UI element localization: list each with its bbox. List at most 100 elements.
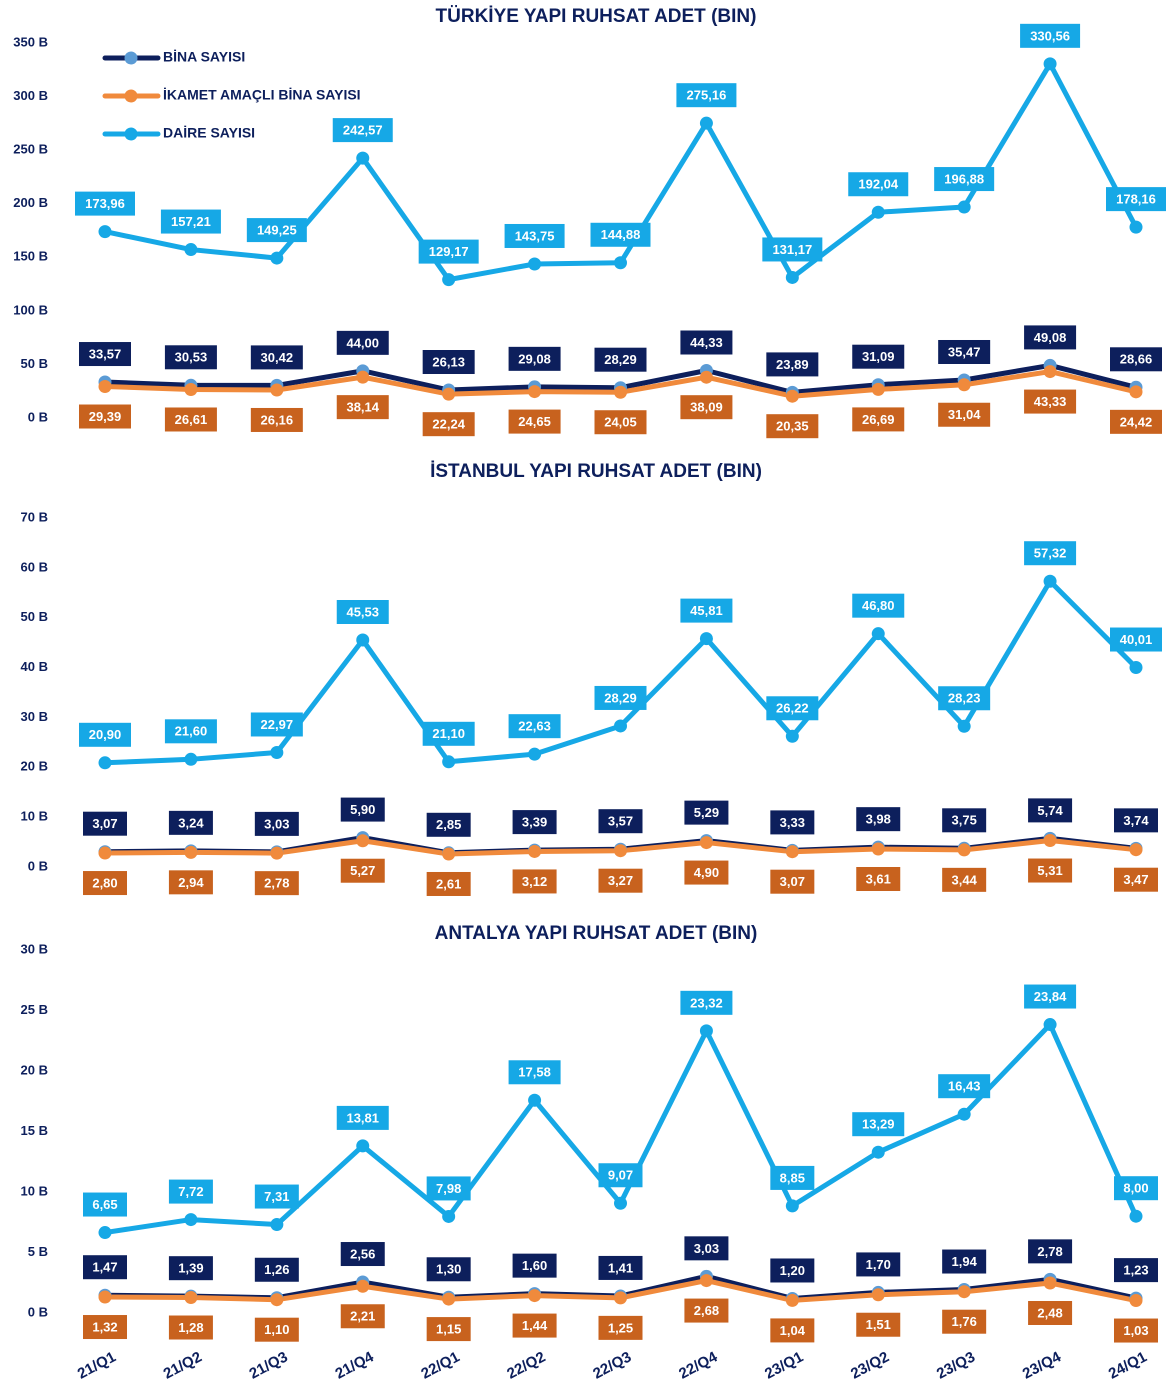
data-label-box xyxy=(250,345,303,370)
data-point xyxy=(98,1226,112,1240)
data-label-box xyxy=(508,409,561,434)
data-label: 5,90 xyxy=(350,802,375,817)
y-tick-label: 15 B xyxy=(21,1123,48,1138)
data-label-box xyxy=(246,218,307,243)
data-label-box xyxy=(852,1112,905,1137)
data-label: 2,80 xyxy=(92,875,117,890)
data-point xyxy=(871,627,885,641)
data-label: 20,90 xyxy=(89,727,122,742)
y-tick-label: 40 B xyxy=(21,659,48,674)
data-label-box xyxy=(422,350,475,375)
data-label: 33,57 xyxy=(89,346,122,361)
data-label-box xyxy=(938,339,991,364)
data-label: 3,47 xyxy=(1123,872,1148,887)
data-label: 23,89 xyxy=(776,357,809,372)
data-label-box xyxy=(164,719,217,744)
data-point xyxy=(528,1289,542,1303)
data-label: 21,60 xyxy=(175,724,208,739)
data-label-box xyxy=(684,860,729,885)
data-point xyxy=(442,847,456,861)
data-label: 31,09 xyxy=(862,349,895,364)
data-label: 1,26 xyxy=(264,1262,289,1277)
y-tick-label: 30 B xyxy=(21,709,48,724)
data-point xyxy=(356,151,370,165)
data-label: 5,29 xyxy=(694,805,719,820)
data-label: 28,29 xyxy=(604,352,637,367)
data-label-box xyxy=(684,800,729,825)
data-label: 3,03 xyxy=(694,1241,719,1256)
data-label-box xyxy=(83,1255,127,1280)
data-point xyxy=(957,719,971,733)
data-label: 143,75 xyxy=(515,228,555,243)
data-point xyxy=(957,1285,971,1299)
data-label: 3,07 xyxy=(780,874,805,889)
data-label-box xyxy=(1024,541,1077,566)
data-label-box xyxy=(508,1060,561,1085)
data-point xyxy=(785,270,799,284)
data-label: 57,32 xyxy=(1034,546,1067,561)
x-tick-label: 22/Q4 xyxy=(676,1348,721,1383)
data-point xyxy=(442,387,456,401)
x-tick-label: 21/Q4 xyxy=(332,1348,377,1383)
data-point xyxy=(356,1139,370,1153)
data-label: 3,57 xyxy=(608,814,633,829)
data-label: 131,17 xyxy=(772,242,812,257)
data-label-box xyxy=(852,593,905,618)
data-point xyxy=(1043,57,1057,71)
data-point xyxy=(528,1093,542,1107)
legend-label: DAİRE SAYISI xyxy=(163,125,255,141)
data-label-box xyxy=(1114,1258,1158,1283)
data-label: 26,16 xyxy=(261,412,294,427)
data-point xyxy=(528,257,542,271)
data-label: 20,35 xyxy=(776,419,809,434)
data-label: 22,24 xyxy=(432,417,465,432)
data-label: 13,81 xyxy=(346,1110,379,1125)
data-label-box xyxy=(422,721,475,746)
data-label: 144,88 xyxy=(601,227,641,242)
data-point xyxy=(1129,661,1143,675)
data-label: 26,61 xyxy=(175,412,208,427)
data-label-box xyxy=(598,1163,643,1188)
data-label-box xyxy=(336,600,389,625)
data-label: 28,23 xyxy=(948,691,981,706)
data-label: 28,66 xyxy=(1120,352,1153,367)
data-label: 2,68 xyxy=(694,1303,719,1318)
data-label-box xyxy=(83,1192,127,1217)
data-label: 157,21 xyxy=(171,214,211,229)
data-label-box xyxy=(426,812,471,837)
data-label-box xyxy=(336,395,389,420)
data-label: 2,48 xyxy=(1037,1305,1062,1320)
data-label: 330,56 xyxy=(1030,28,1070,43)
data-label-box xyxy=(512,1313,557,1338)
data-label-box xyxy=(340,858,385,883)
data-label-box xyxy=(340,1304,385,1329)
data-label-box xyxy=(938,1074,991,1099)
x-tick-label: 23/Q2 xyxy=(848,1348,892,1382)
data-label-box xyxy=(79,404,131,429)
x-tick-label: 23/Q4 xyxy=(1020,1348,1065,1383)
data-point xyxy=(184,1291,198,1305)
data-point xyxy=(957,843,971,857)
data-label: 1,23 xyxy=(1123,1263,1148,1278)
data-label-box xyxy=(336,330,389,355)
data-label-box xyxy=(598,868,643,893)
data-point xyxy=(614,1291,627,1305)
data-label: 38,09 xyxy=(690,400,723,415)
data-label-box xyxy=(508,346,561,371)
data-point xyxy=(871,1288,885,1302)
data-label: 43,33 xyxy=(1034,394,1067,409)
data-point xyxy=(356,633,370,647)
data-label-box xyxy=(1110,409,1162,434)
chart-title: İSTANBUL YAPI RUHSAT ADET (BIN) xyxy=(430,461,762,482)
data-label: 1,39 xyxy=(178,1261,203,1276)
legend-marker xyxy=(124,127,138,141)
data-point xyxy=(699,116,713,130)
data-point xyxy=(871,842,885,856)
data-label-box xyxy=(770,810,815,835)
data-label: 21,10 xyxy=(432,726,465,741)
x-tick-label: 21/Q2 xyxy=(161,1348,205,1382)
data-label-box xyxy=(254,1184,299,1209)
data-label: 2,61 xyxy=(436,876,461,891)
data-label: 2,78 xyxy=(1037,1244,1062,1259)
